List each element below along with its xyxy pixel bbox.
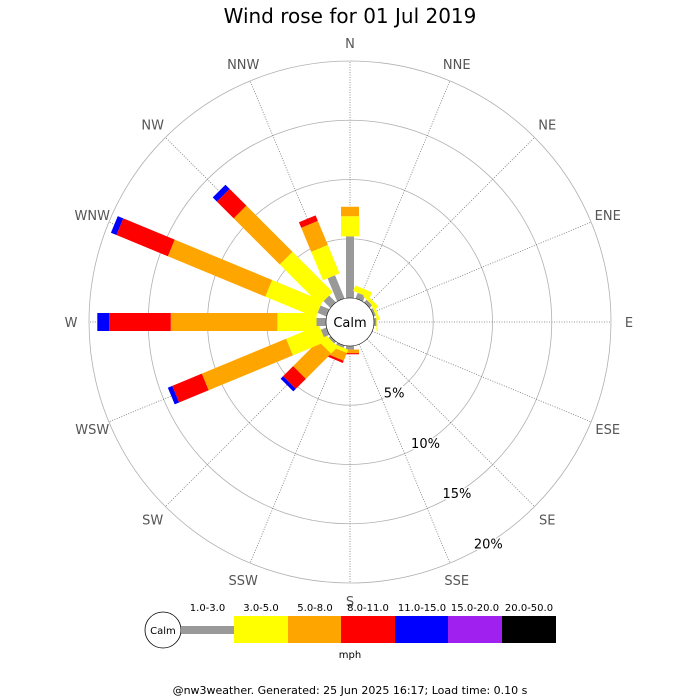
wind-bar-segment xyxy=(353,285,373,298)
ring-label: 20% xyxy=(474,537,503,552)
wind-bar-segment xyxy=(170,313,278,331)
direction-spoke xyxy=(249,344,342,564)
legend-label: 5.0-8.0 xyxy=(297,603,332,614)
calm-label: Calm xyxy=(333,316,366,331)
direction-spoke xyxy=(366,137,535,306)
direction-spoke xyxy=(249,80,342,300)
wind-bar-segment xyxy=(341,349,359,354)
legend-swatch xyxy=(341,616,395,643)
direction-spoke xyxy=(366,338,535,507)
direction-label: WSW xyxy=(75,423,109,438)
direction-label: NE xyxy=(538,119,556,134)
legend-label: 8.0-11.0 xyxy=(347,603,389,614)
wind-bar-segment xyxy=(280,376,296,392)
wind-bar-segment xyxy=(277,313,317,331)
wind-bar-segment xyxy=(374,318,377,326)
wind-bar-segment xyxy=(279,251,333,305)
direction-label: SW xyxy=(142,513,163,528)
wind-bar-segment xyxy=(328,336,336,344)
wind-bar-segment xyxy=(293,340,332,379)
direction-label: N xyxy=(345,37,355,52)
wind-bar-segment xyxy=(298,215,318,228)
direction-labels: N NNE NE ENE E ESE SE SSE S SSW SW WSW W WNW NW NNW xyxy=(65,37,634,610)
wind-bar-segment xyxy=(283,366,306,389)
legend-label: 20.0-50.0 xyxy=(505,603,553,614)
wind-bar-segment xyxy=(341,353,359,355)
wind-bar-segment xyxy=(201,338,293,391)
legend-swatch xyxy=(395,616,449,643)
legend-calm-label: Calm xyxy=(150,626,176,637)
wind-bar-segment xyxy=(265,280,323,318)
wind-bar-segment xyxy=(376,313,378,331)
ring-labels: 5% 10% 15% 20% xyxy=(382,385,504,554)
wind-bar-segment xyxy=(370,302,380,321)
legend-unit: mph xyxy=(339,650,361,661)
wind-bar-segment xyxy=(167,239,273,297)
direction-label: ENE xyxy=(595,209,621,224)
direction-label: NW xyxy=(141,119,164,134)
wind-bar-segment xyxy=(116,218,175,257)
range-ring xyxy=(88,60,612,584)
ring-label: 10% xyxy=(411,437,440,452)
ring-label: 5% xyxy=(384,387,405,402)
direction-spoke xyxy=(165,338,334,507)
footer-text: @nw3weather. Generated: 25 Jun 2025 16:1… xyxy=(172,684,528,697)
speed-legend: Calm 1.0-3.0 3.0-5.0 5.0-8.0 8.0-11.0 11.0-15… xyxy=(144,603,556,661)
wind-bar-segment xyxy=(317,305,330,317)
wind-bar-segment xyxy=(363,293,379,309)
wind-bar-segment xyxy=(167,385,180,405)
wind-bar-segment xyxy=(336,342,345,348)
wind-bar-segment xyxy=(212,184,230,202)
wind-bar-segment xyxy=(311,244,340,281)
direction-spoke xyxy=(358,344,451,564)
frequency-bars xyxy=(97,184,380,405)
calm-center: Calm xyxy=(325,297,375,347)
wind-bar-segment xyxy=(346,236,354,298)
chart-title: Wind rose for 01 Jul 2019 xyxy=(223,4,477,28)
wind-bar-segment xyxy=(110,216,124,235)
direction-label: S xyxy=(346,595,354,610)
direction-spoke xyxy=(372,221,592,314)
wind-bar-segment xyxy=(316,318,326,326)
wind-bar-segment xyxy=(323,295,336,308)
direction-label: WNW xyxy=(75,209,111,224)
direction-spoke xyxy=(108,330,328,423)
legend-swatch xyxy=(234,616,288,643)
wind-bar-segment xyxy=(327,275,345,302)
direction-label: ESE xyxy=(595,423,620,438)
direction-label: NNW xyxy=(227,58,259,73)
wind-bar-segment xyxy=(364,299,373,308)
wind-bar-segment xyxy=(326,353,344,363)
wind-bar-segment xyxy=(216,188,247,219)
legend-label: 11.0-15.0 xyxy=(398,603,446,614)
wind-bar-segment xyxy=(233,205,293,265)
legend-label: 3.0-5.0 xyxy=(243,603,278,614)
direction-label: W xyxy=(65,316,78,331)
legend-swatch xyxy=(288,616,342,643)
wind-bar-segment xyxy=(341,216,359,237)
wind-bar-segment xyxy=(97,313,110,331)
direction-spoke xyxy=(372,330,592,423)
ring-label: 15% xyxy=(442,487,471,502)
wind-bar-segment xyxy=(109,313,171,331)
legend-swatch xyxy=(181,626,234,634)
wind-bar-segment xyxy=(346,346,354,350)
calm-circle xyxy=(325,297,375,347)
direction-label: SSW xyxy=(229,574,259,589)
wind-bar-segment xyxy=(286,325,326,356)
legend-label: 15.0-20.0 xyxy=(451,603,499,614)
wind-bar-segment xyxy=(301,220,328,252)
wind-bar-segment xyxy=(341,206,359,217)
direction-label: SSE xyxy=(444,574,469,589)
direction-spoke xyxy=(358,80,451,300)
direction-label: NNE xyxy=(443,58,471,73)
legend-label: 1.0-3.0 xyxy=(190,603,225,614)
wind-bar-segment xyxy=(370,308,376,317)
legend-swatch xyxy=(502,616,556,643)
direction-label: SE xyxy=(539,513,555,528)
direction-label: E xyxy=(625,316,633,331)
legend-swatch xyxy=(448,616,502,643)
wind-bar-segment xyxy=(172,373,209,403)
